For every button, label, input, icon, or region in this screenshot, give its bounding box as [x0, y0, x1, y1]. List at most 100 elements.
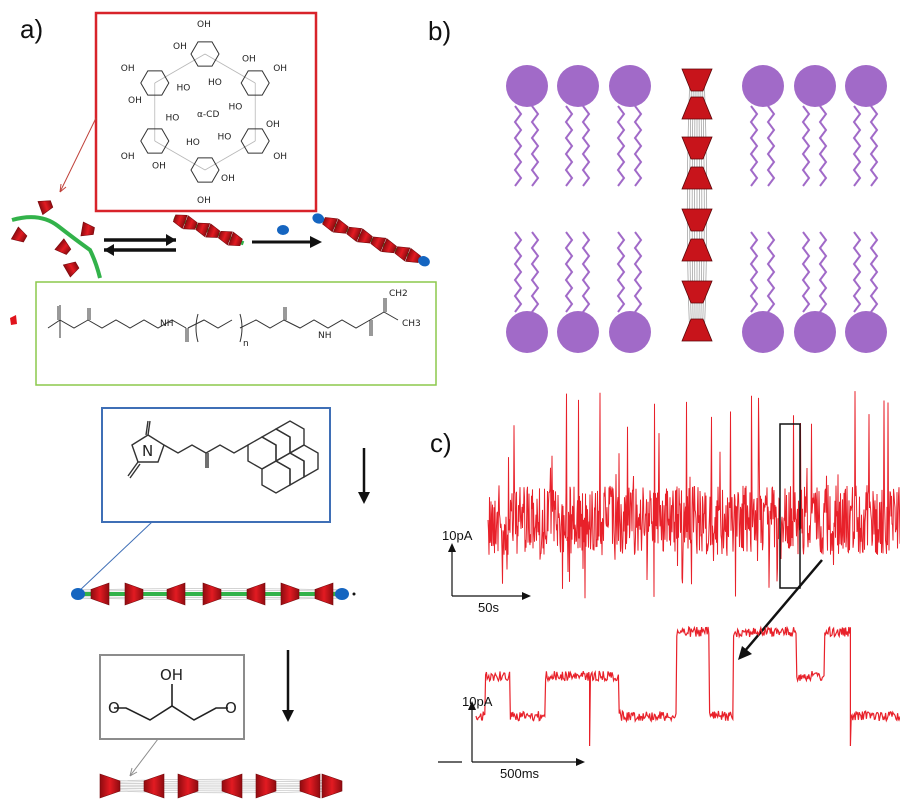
cd-ho-label: HO: [165, 114, 179, 124]
lipid-head: [794, 311, 836, 353]
lipid-head: [794, 65, 836, 107]
peg-repeat-subscript: n: [243, 339, 249, 349]
peg-ch3-label: CH3: [402, 319, 421, 329]
gray-pointer-head: [129, 767, 138, 777]
alpha-cd-structure-box: α-CD OH HO OH OH HO OH OH HO OH OH HO OH OH HO OH OH HO O…: [94, 11, 318, 213]
nanotube-cd: [202, 582, 222, 606]
glycosidic-link: [154, 140, 206, 171]
lipid-head: [557, 65, 599, 107]
lipid-tail: [801, 105, 811, 187]
lipid: [506, 65, 548, 187]
lipid-tail: [513, 231, 523, 313]
channel-cd: [681, 96, 713, 120]
cd-ho-label: HO: [186, 138, 200, 148]
end-capping-arrow: [252, 225, 322, 248]
threaded-cd: [182, 215, 198, 230]
lipid-tail: [818, 231, 828, 313]
lipid: [557, 231, 599, 353]
glycerol-o-right: O: [225, 699, 237, 717]
channel-cd: [681, 280, 713, 304]
glucose-unit: [240, 128, 270, 154]
lipid-tail: [633, 105, 643, 187]
lipid-bilayer-right: [742, 65, 887, 353]
channel-cd: [681, 208, 713, 232]
nanotube-cd: [314, 582, 334, 606]
panel-c: 10pA 50s 10pA 500ms: [438, 391, 900, 781]
lipid: [742, 65, 784, 187]
lipid-tail: [616, 105, 626, 187]
nanotube-cd: [143, 773, 165, 799]
channel-cd: [681, 318, 713, 342]
nanotube-cd: [299, 773, 321, 799]
equilibrium-arrows: [104, 234, 176, 256]
cd-oh-label: OH: [152, 162, 166, 172]
nanotube-cd: [280, 582, 300, 606]
free-cyclodextrins: [10, 200, 95, 278]
peg-ch2-label: CH2: [389, 289, 408, 299]
cd-oh-label: OH: [128, 96, 142, 106]
nanotube-cd: [99, 773, 121, 799]
free-cd: [62, 261, 80, 278]
threaded-cd: [322, 217, 339, 233]
lipid-head: [609, 65, 651, 107]
lipid: [609, 231, 651, 353]
lipid-tail: [564, 231, 574, 313]
cd-ho-label: HO: [176, 83, 190, 93]
glycosidic-link: [154, 53, 206, 84]
lipid-tail: [869, 105, 879, 187]
trace-top: [487, 391, 900, 599]
alpha-cd-center-label: α-CD: [197, 110, 219, 120]
threaded-cd: [405, 247, 422, 263]
free-cd-cone: [62, 261, 80, 278]
scale-bar-top: [448, 543, 531, 600]
cd-oh-label: OH: [242, 54, 256, 64]
lipid-head: [845, 65, 887, 107]
lipid-tail: [564, 105, 574, 187]
cd-ho-label: HO: [218, 133, 232, 143]
lipid-head: [506, 311, 548, 353]
channel-cd: [681, 238, 713, 262]
nanotube-cd: [255, 773, 277, 799]
peg-nh-left: NH: [160, 319, 174, 329]
nanotube-cd: [124, 582, 144, 606]
cd-nanotube-final: [99, 773, 343, 799]
lipid: [794, 231, 836, 353]
lipid-tail: [852, 231, 862, 313]
pseudo-rotaxane: [172, 214, 245, 247]
threaded-cd: [205, 223, 221, 238]
panel-b: [506, 65, 887, 353]
panel-label-a: a): [20, 14, 43, 44]
threaded-cd: [332, 218, 349, 234]
cd-ho-label: HO: [229, 102, 243, 112]
scale-bar-bottom: [438, 701, 585, 766]
lipid-tail: [766, 231, 776, 313]
free-cd-cone: [10, 226, 28, 243]
panel-a: α-CD OH HO OH OH HO OH OH HO OH OH HO OH OH HO OH OH HO O…: [10, 11, 437, 799]
threaded-cd: [370, 236, 387, 252]
lipid-head: [506, 65, 548, 107]
lipid-tail: [749, 231, 759, 313]
lipid-tail: [766, 105, 776, 187]
threaded-cd: [218, 230, 233, 246]
glucose-unit: [190, 157, 220, 183]
cd-oh-label: OH: [121, 64, 135, 74]
lipid-head: [609, 311, 651, 353]
lipid: [794, 65, 836, 187]
trace-bottom: [475, 625, 900, 747]
peg-polymer-chain: [11, 215, 102, 279]
channel-cd: [681, 68, 713, 92]
peg-dimethacrylate-box: NH n NH CH2 CH3: [35, 281, 437, 386]
lipid-tail: [801, 231, 811, 313]
scale-top-time: 50s: [478, 600, 499, 615]
zoom-window-box: [779, 423, 801, 589]
blue-pointer-line: [77, 521, 153, 593]
cd-ho-label: HO: [208, 78, 222, 88]
stray-cd-fragment: [10, 315, 17, 325]
threaded-cd: [394, 246, 411, 262]
cd-oh-label: OH: [273, 152, 287, 162]
cd-nanotube-channel: [681, 68, 713, 342]
free-cd-cone: [80, 221, 95, 237]
nanotube-cd: [166, 582, 186, 606]
lipid-head: [845, 311, 887, 353]
lipid: [557, 65, 599, 187]
